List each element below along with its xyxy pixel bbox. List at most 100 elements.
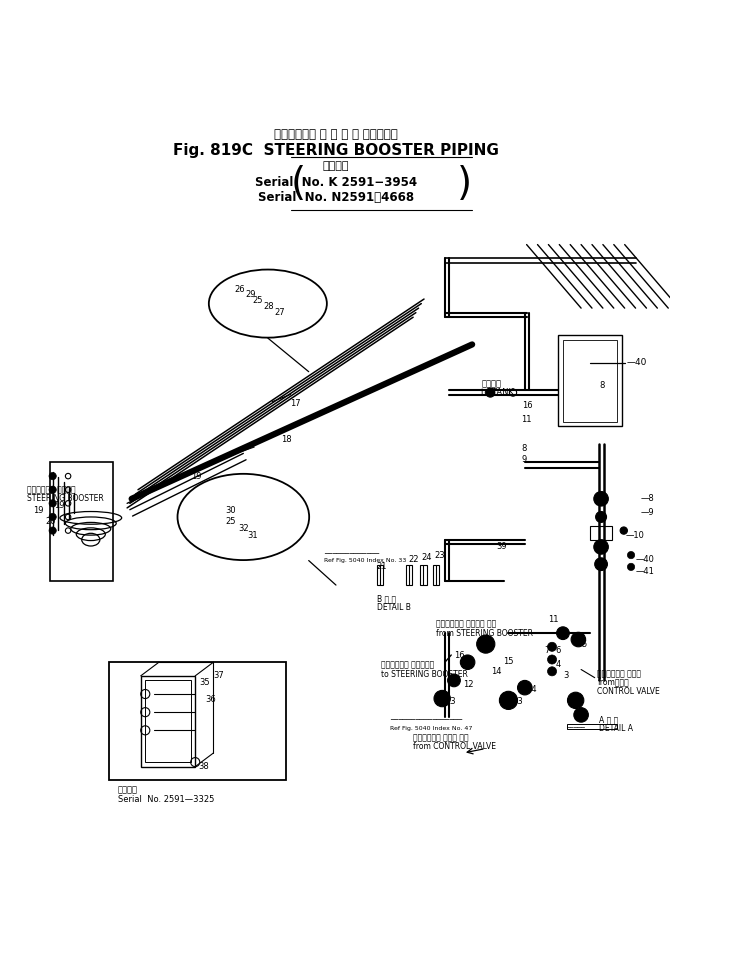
Text: 3: 3 bbox=[563, 671, 568, 680]
Text: 29: 29 bbox=[245, 290, 255, 299]
Text: 適用号機: 適用号機 bbox=[323, 161, 349, 171]
Circle shape bbox=[477, 635, 495, 654]
Bar bbox=[268, 303, 273, 312]
Text: 7: 7 bbox=[545, 646, 550, 655]
Text: 適用号機: 適用号機 bbox=[118, 786, 138, 795]
Text: B 詳 細: B 詳 細 bbox=[377, 594, 396, 603]
Text: 26: 26 bbox=[234, 285, 245, 294]
Circle shape bbox=[500, 692, 517, 709]
Text: ステアリング ブ ー ス タ パイピング: ステアリング ブ ー ス タ パイピング bbox=[274, 129, 398, 141]
Bar bbox=[568, 724, 618, 729]
Circle shape bbox=[249, 529, 255, 534]
Text: 16: 16 bbox=[454, 652, 465, 660]
Text: 27: 27 bbox=[275, 308, 285, 318]
Text: 28: 28 bbox=[263, 302, 274, 311]
Text: —10: —10 bbox=[626, 531, 644, 540]
Text: 20: 20 bbox=[46, 517, 56, 526]
Bar bbox=[249, 292, 255, 301]
Text: 25: 25 bbox=[252, 296, 263, 305]
Text: 15: 15 bbox=[503, 656, 514, 666]
Text: from　から: from から bbox=[598, 678, 630, 687]
Text: ステアリング ブースタ から: ステアリング ブースタ から bbox=[436, 619, 496, 628]
Text: 18: 18 bbox=[281, 435, 292, 444]
Text: A 詳 細: A 詳 細 bbox=[599, 715, 618, 724]
Text: 39: 39 bbox=[497, 543, 507, 551]
Circle shape bbox=[574, 708, 588, 722]
Text: —41: —41 bbox=[635, 567, 655, 576]
Circle shape bbox=[620, 527, 627, 534]
Text: —9: —9 bbox=[641, 507, 655, 517]
Text: 8: 8 bbox=[521, 444, 526, 453]
Circle shape bbox=[49, 486, 56, 494]
Text: 22: 22 bbox=[409, 555, 419, 564]
Text: 37: 37 bbox=[213, 671, 224, 680]
Bar bbox=[563, 340, 618, 422]
Text: from CONTROL VALVE: from CONTROL VALVE bbox=[413, 742, 496, 751]
Text: (: ( bbox=[291, 165, 306, 203]
Bar bbox=[241, 513, 246, 524]
Bar bbox=[50, 463, 114, 581]
Text: コントロール バルブ から: コントロール バルブ から bbox=[413, 733, 469, 742]
Text: Ref Fig. 5040 Index No. 33: Ref Fig. 5040 Index No. 33 bbox=[324, 558, 407, 563]
Text: —8: —8 bbox=[641, 494, 655, 504]
Text: ステアリング ブースタ: ステアリング ブースタ bbox=[27, 485, 76, 494]
Text: 12: 12 bbox=[463, 681, 474, 690]
Text: 36: 36 bbox=[205, 694, 216, 704]
Bar bbox=[421, 565, 427, 585]
Text: 11: 11 bbox=[548, 615, 559, 624]
Bar bbox=[259, 297, 264, 306]
Text: DETAIL B: DETAIL B bbox=[377, 603, 410, 613]
Circle shape bbox=[548, 655, 556, 664]
Text: 19: 19 bbox=[55, 501, 65, 509]
Text: 1: 1 bbox=[572, 696, 577, 706]
Text: Serial  No. N2591～4668: Serial No. N2591～4668 bbox=[258, 191, 414, 204]
Text: from STEERING BOOSTER: from STEERING BOOSTER bbox=[436, 628, 533, 638]
Text: 25: 25 bbox=[225, 517, 235, 526]
Bar bbox=[145, 681, 190, 762]
Circle shape bbox=[49, 472, 56, 480]
Text: 17: 17 bbox=[291, 399, 301, 408]
Circle shape bbox=[571, 632, 586, 647]
Circle shape bbox=[49, 513, 56, 520]
Bar bbox=[109, 662, 286, 780]
Circle shape bbox=[594, 540, 608, 554]
Bar bbox=[241, 286, 246, 295]
Text: 6: 6 bbox=[556, 646, 561, 655]
Circle shape bbox=[232, 516, 237, 521]
Text: 34: 34 bbox=[527, 685, 537, 693]
Circle shape bbox=[595, 558, 607, 571]
Text: 21: 21 bbox=[377, 562, 387, 572]
Bar bbox=[249, 520, 255, 531]
Circle shape bbox=[594, 492, 608, 506]
Text: 5: 5 bbox=[581, 640, 587, 649]
Circle shape bbox=[556, 627, 569, 640]
Circle shape bbox=[49, 527, 56, 534]
Text: 38: 38 bbox=[198, 762, 209, 771]
Text: 14: 14 bbox=[492, 667, 502, 676]
Text: DETAIL A: DETAIL A bbox=[599, 724, 633, 733]
Circle shape bbox=[568, 693, 584, 708]
Bar bbox=[433, 565, 439, 585]
Text: ─────────────: ───────────── bbox=[324, 550, 379, 556]
Text: Ref Fig. 5040 Index No. 47: Ref Fig. 5040 Index No. 47 bbox=[390, 726, 473, 730]
Text: ─────: ───── bbox=[565, 726, 584, 730]
Circle shape bbox=[486, 388, 495, 397]
Bar bbox=[590, 526, 612, 540]
Bar bbox=[232, 507, 237, 518]
Bar bbox=[377, 565, 383, 585]
Circle shape bbox=[627, 551, 635, 559]
Text: 23: 23 bbox=[434, 551, 444, 560]
Text: CONTROL VALVE: CONTROL VALVE bbox=[598, 687, 661, 695]
Text: —40: —40 bbox=[627, 358, 647, 367]
Text: 13: 13 bbox=[445, 696, 455, 706]
Text: 19: 19 bbox=[190, 471, 201, 480]
Text: 8: 8 bbox=[599, 381, 604, 390]
Text: to TANK: to TANK bbox=[481, 388, 514, 397]
Text: 33: 33 bbox=[512, 696, 523, 706]
Text: Serial  No. K 2591−3954: Serial No. K 2591−3954 bbox=[255, 175, 417, 189]
Circle shape bbox=[517, 681, 532, 694]
Text: STEERING BOOSTER: STEERING BOOSTER bbox=[27, 494, 104, 504]
Circle shape bbox=[241, 522, 246, 528]
Circle shape bbox=[548, 642, 556, 652]
Text: —40: —40 bbox=[635, 555, 655, 564]
